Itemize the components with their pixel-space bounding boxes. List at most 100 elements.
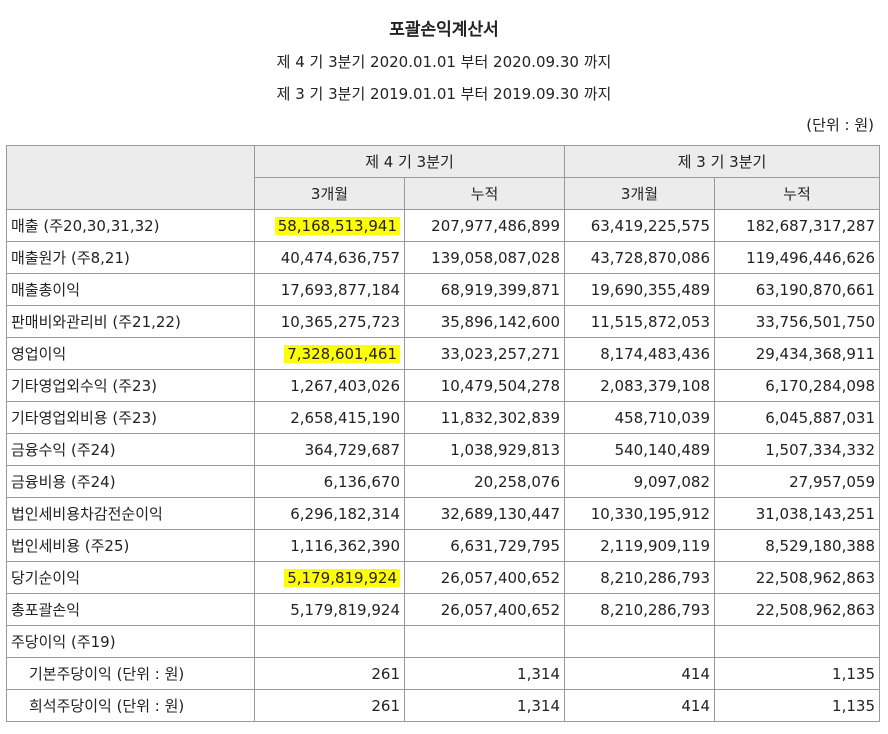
value-cell-c3m: 5,179,819,924 [254, 561, 405, 594]
value-cell-pcum: 63,190,870,661 [714, 273, 880, 306]
row-label: 기타영업외수익 (주23) [6, 369, 255, 402]
value-cell-ccum: 10,479,504,278 [404, 369, 565, 402]
table-row: 판매비와관리비 (주21,22) 10,365,275,723 35,896,142… [6, 305, 880, 338]
value-cell-p3m [564, 625, 715, 658]
header-corner-cell [6, 145, 255, 210]
table-row: 매출원가 (주8,21) 40,474,636,757 139,058,087,02… [6, 241, 880, 274]
row-label: 매출총이익 [6, 273, 255, 306]
header-prior-cumulative: 누적 [714, 177, 880, 210]
table-row: 총포괄손익 5,179,819,924 26,057,400,652 8,210,28… [6, 593, 880, 626]
value-cell-c3m: 58,168,513,941 [254, 209, 405, 242]
value-cell-c3m: 5,179,819,924 [254, 593, 405, 626]
value-cell-c3m: 17,693,877,184 [254, 273, 405, 306]
value-cell-ccum: 20,258,076 [404, 465, 565, 498]
row-label: 주당이익 (주19) [6, 625, 255, 658]
row-label: 판매비와관리비 (주21,22) [6, 305, 255, 338]
value-cell-ccum: 68,919,399,871 [404, 273, 565, 306]
value-cell-c3m: 6,296,182,314 [254, 497, 405, 530]
value-cell-p3m: 2,119,909,119 [564, 529, 715, 562]
value-cell-pcum: 6,170,284,098 [714, 369, 880, 402]
header-prior-period: 제 3 기 3분기 [564, 145, 880, 178]
row-label: 당기순이익 [6, 561, 255, 594]
value-cell-pcum: 8,529,180,388 [714, 529, 880, 562]
value-cell-p3m: 458,710,039 [564, 401, 715, 434]
table-row: 당기순이익 5,179,819,924 26,057,400,652 8,210,28… [6, 561, 880, 594]
value-cell-pcum: 27,957,059 [714, 465, 880, 498]
value-cell-c3m: 261 [254, 657, 405, 690]
value-cell-ccum: 1,314 [404, 657, 565, 690]
value-cell-p3m: 9,097,082 [564, 465, 715, 498]
value-cell-pcum: 31,038,143,251 [714, 497, 880, 530]
header-current-3months: 3개월 [254, 177, 405, 210]
table-row: 금융비용 (주24) 6,136,670 20,258,076 9,097,082 27… [6, 465, 880, 498]
row-label: 법인세비용 (주25) [6, 529, 255, 562]
value-cell-ccum: 33,023,257,271 [404, 337, 565, 370]
value-cell-c3m: 1,116,362,390 [254, 529, 405, 562]
value-cell-pcum: 6,045,887,031 [714, 401, 880, 434]
income-statement-table: 제 4 기 3분기 제 3 기 3분기 3개월 누적 3개월 누적 매출 (주2… [6, 145, 880, 722]
value-cell-pcum: 1,507,334,332 [714, 433, 880, 466]
table-row: 금융수익 (주24) 364,729,687 1,038,929,813 540,14… [6, 433, 880, 466]
header-row-subcolumns: 3개월 누적 3개월 누적 [7, 177, 880, 210]
prior-period-line: 제 3 기 3분기 2019.01.01 부터 2019.09.30 까지 [276, 85, 612, 103]
highlighted-value: 58,168,513,941 [274, 216, 400, 235]
value-cell-c3m: 10,365,275,723 [254, 305, 405, 338]
value-cell-ccum: 6,631,729,795 [404, 529, 565, 562]
value-cell-c3m: 40,474,636,757 [254, 241, 405, 274]
value-cell-p3m: 8,210,286,793 [564, 561, 715, 594]
row-label: 금융비용 (주24) [6, 465, 255, 498]
header-current-period: 제 4 기 3분기 [254, 145, 565, 178]
value-cell-pcum: 182,687,317,287 [714, 209, 880, 242]
value-cell-pcum: 22,508,962,863 [714, 561, 880, 594]
row-label: 법인세비용차감전순이익 [6, 497, 255, 530]
table-row: 법인세비용차감전순이익 6,296,182,314 32,689,130,447 10… [6, 497, 880, 530]
table-body: 매출 (주20,30,31,32) 58,168,513,941 207,977,4… [6, 209, 880, 722]
value-cell-ccum: 1,038,929,813 [404, 433, 565, 466]
value-cell-pcum: 1,135 [714, 689, 880, 722]
row-label: 희석주당이익 (단위 : 원) [6, 689, 255, 722]
value-cell-c3m: 1,267,403,026 [254, 369, 405, 402]
value-cell-ccum: 26,057,400,652 [404, 593, 565, 626]
value-cell-ccum: 35,896,142,600 [404, 305, 565, 338]
header-current-cumulative: 누적 [404, 177, 565, 210]
value-cell-ccum: 32,689,130,447 [404, 497, 565, 530]
table-row: 영업이익 7,328,601,461 33,023,257,271 8,174,483… [6, 337, 880, 370]
table-row: 주당이익 (주19) [6, 625, 880, 658]
value-cell-ccum: 11,832,302,839 [404, 401, 565, 434]
highlighted-value: 7,328,601,461 [284, 344, 400, 363]
header-prior-3months: 3개월 [564, 177, 715, 210]
value-cell-pcum: 29,434,368,911 [714, 337, 880, 370]
table-row: 기본주당이익 (단위 : 원) 261 1,314 414 1,135 [6, 657, 880, 690]
value-cell-ccum: 139,058,087,028 [404, 241, 565, 274]
value-cell-p3m: 540,140,489 [564, 433, 715, 466]
table-row: 매출총이익 17,693,877,184 68,919,399,871 19,690,… [6, 273, 880, 306]
header-row-periods: 제 4 기 3분기 제 3 기 3분기 [6, 145, 880, 210]
current-period-line: 제 4 기 3분기 2020.01.01 부터 2020.09.30 까지 [276, 53, 612, 71]
row-label: 금융수익 (주24) [6, 433, 255, 466]
value-cell-p3m: 414 [564, 689, 715, 722]
value-cell-p3m: 8,210,286,793 [564, 593, 715, 626]
value-cell-pcum: 1,135 [714, 657, 880, 690]
value-cell-pcum: 22,508,962,863 [714, 593, 880, 626]
value-cell-c3m: 364,729,687 [254, 433, 405, 466]
row-label: 기본주당이익 (단위 : 원) [6, 657, 255, 690]
row-label: 총포괄손익 [6, 593, 255, 626]
value-cell-pcum: 33,756,501,750 [714, 305, 880, 338]
value-cell-c3m: 2,658,415,190 [254, 401, 405, 434]
row-label: 기타영업외비용 (주23) [6, 401, 255, 434]
value-cell-c3m: 6,136,670 [254, 465, 405, 498]
value-cell-p3m: 11,515,872,053 [564, 305, 715, 338]
row-label: 매출 (주20,30,31,32) [6, 209, 255, 242]
value-cell-ccum [404, 625, 565, 658]
value-cell-p3m: 63,419,225,575 [564, 209, 715, 242]
unit-label: (단위 : 원) [806, 116, 874, 134]
value-cell-c3m [254, 625, 405, 658]
value-cell-p3m: 43,728,870,086 [564, 241, 715, 274]
statement-title: 포괄손익계산서 [389, 20, 499, 40]
value-cell-c3m: 7,328,601,461 [254, 337, 405, 370]
value-cell-pcum: 119,496,446,626 [714, 241, 880, 274]
table-row: 기타영업외수익 (주23) 1,267,403,026 10,479,504,278… [6, 369, 880, 402]
value-cell-ccum: 207,977,486,899 [404, 209, 565, 242]
row-label: 매출원가 (주8,21) [6, 241, 255, 274]
table-row: 희석주당이익 (단위 : 원) 261 1,314 414 1,135 [6, 689, 880, 722]
